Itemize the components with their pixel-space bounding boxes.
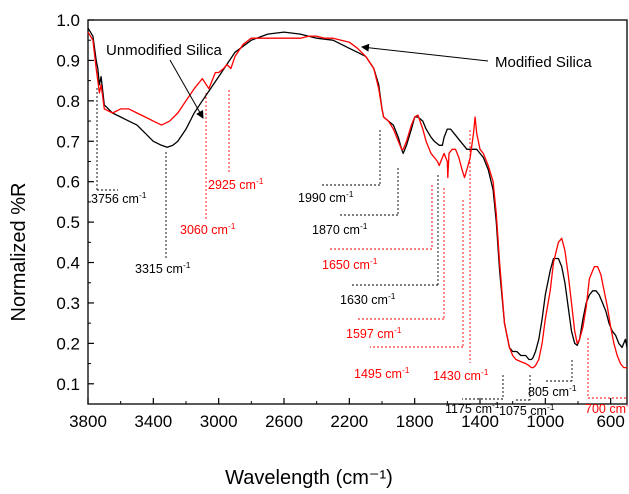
series-modified-silica xyxy=(87,31,627,369)
peak-label-805: 805 cm-1 xyxy=(528,383,577,399)
peak-label-3060: 3060 cm-1 xyxy=(180,221,236,237)
x-tick-label: 3000 xyxy=(200,412,238,431)
peak-label-1990: 1990 cm-1 xyxy=(298,189,354,205)
peak-label-1597: 1597 cm-1 xyxy=(346,325,402,341)
peak-label-3756: 3756 cm-1 xyxy=(91,190,147,206)
annotation-leaders xyxy=(96,88,627,401)
callout-arrow-modified xyxy=(361,43,489,62)
y-tick-label: 0.5 xyxy=(56,213,80,232)
peak-label-1650: 1650 cm-1 xyxy=(322,256,378,272)
peak-label-1430: 1430 cm-1 xyxy=(433,367,489,383)
x-tick-label: 3400 xyxy=(134,412,172,431)
y-tick-label: 0.3 xyxy=(56,294,80,313)
peak-label-1175: 1175 cm-1 xyxy=(445,400,500,416)
callout-unmodified-silica: Unmodified Silica xyxy=(106,42,223,59)
peak-label-1495: 1495 cm-1 xyxy=(354,365,410,381)
peak-label-1630: 1630 cm-1 xyxy=(340,291,396,307)
x-tick-label: 2600 xyxy=(265,412,303,431)
y-tick-label: 0.2 xyxy=(56,334,80,353)
y-tick-label: 0.4 xyxy=(56,254,80,273)
y-tick-label: 0.1 xyxy=(56,375,80,394)
callout-modified-silica: Modified Silica xyxy=(495,54,592,71)
y-tick-label: 1.0 xyxy=(56,11,80,30)
callout-arrow-unmodified xyxy=(169,59,204,119)
plot-frame xyxy=(87,19,628,405)
x-tick-label: 1000 xyxy=(526,412,564,431)
x-tick-label: 1400 xyxy=(461,412,499,431)
x-tick-label: 3800 xyxy=(69,412,107,431)
peak-label-1075: 1075 cm-1 xyxy=(499,402,555,418)
x-tick-label: 2200 xyxy=(330,412,368,431)
series-layer xyxy=(87,27,628,369)
y-tick-label: 0.7 xyxy=(56,132,80,151)
axes-layer: 3800 3400 3000 2600 2200 1800 1400 1000 600 0.1 0.… xyxy=(56,11,628,431)
y-tick-label: 0.8 xyxy=(56,92,80,111)
peak-label-1870: 1870 cm-1 xyxy=(312,221,368,237)
y-tick-label: 0.6 xyxy=(56,173,80,192)
peak-label-2925: 2925 cm-1 xyxy=(208,176,264,192)
x-tick-label: 600 xyxy=(596,412,624,431)
peak-label-700: 700 cm-1 xyxy=(585,400,629,416)
y-tick-label: 0.9 xyxy=(56,51,80,70)
legend-callouts: Unmodified Silica Modified Silica xyxy=(106,42,592,119)
x-tick-label: 1800 xyxy=(396,412,434,431)
series-unmodified-silica xyxy=(87,27,628,361)
x-axis-title: Wavelength (cm⁻¹) xyxy=(225,467,393,489)
annotation-labels: 3756 cm-1 3315 cm-1 3060 cm-1 2925 cm-1 1990… xyxy=(91,176,629,418)
y-axis-title: Normalized %R xyxy=(8,183,30,322)
peak-label-3315: 3315 cm-1 xyxy=(135,260,191,276)
